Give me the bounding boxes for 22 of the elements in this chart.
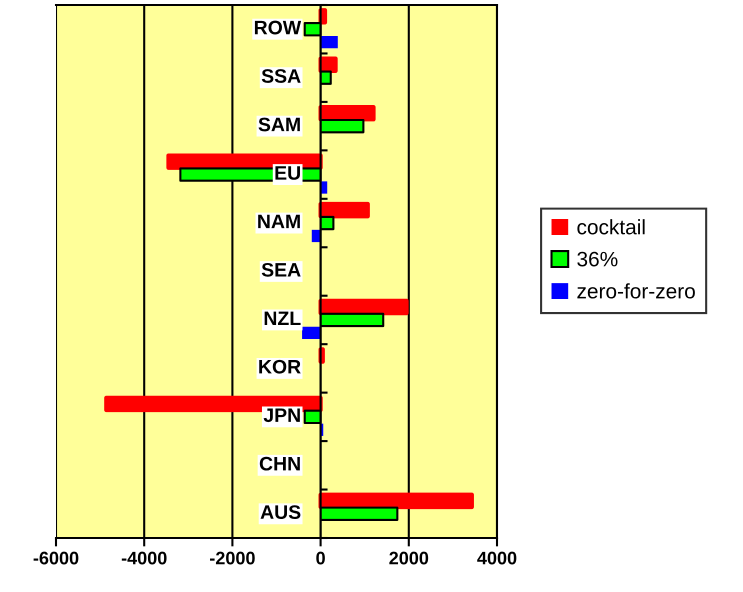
legend-label: cocktail xyxy=(577,219,645,234)
y-tick-label: ROW xyxy=(254,20,302,34)
x-tick-label: -6000 xyxy=(34,552,78,564)
y-tick-label: SSA xyxy=(262,69,301,83)
y-tick-label: NAM xyxy=(258,214,300,228)
x-tick-label: -4000 xyxy=(122,552,167,564)
bar xyxy=(320,36,338,48)
legend-label: 36% xyxy=(577,252,618,266)
y-tick-label: CHN xyxy=(260,456,300,471)
y-tick-label: JPN xyxy=(264,408,300,422)
y-tick-label: AUS xyxy=(260,505,300,519)
x-tick-label: 0 xyxy=(316,552,325,564)
x-tick-label: 4000 xyxy=(477,552,516,564)
x-tick-label: -2000 xyxy=(210,552,255,564)
y-tick-label: KOR xyxy=(259,360,301,374)
x-tick-label: 2000 xyxy=(389,552,428,564)
legend-label: zero-for-zero xyxy=(577,283,695,299)
y-tick-label: NZL xyxy=(264,312,301,325)
bar xyxy=(302,326,321,340)
y-tick-label: SEA xyxy=(262,262,301,277)
y-tick-label: SAM xyxy=(258,118,300,132)
y-tick-label: EU xyxy=(275,166,300,180)
